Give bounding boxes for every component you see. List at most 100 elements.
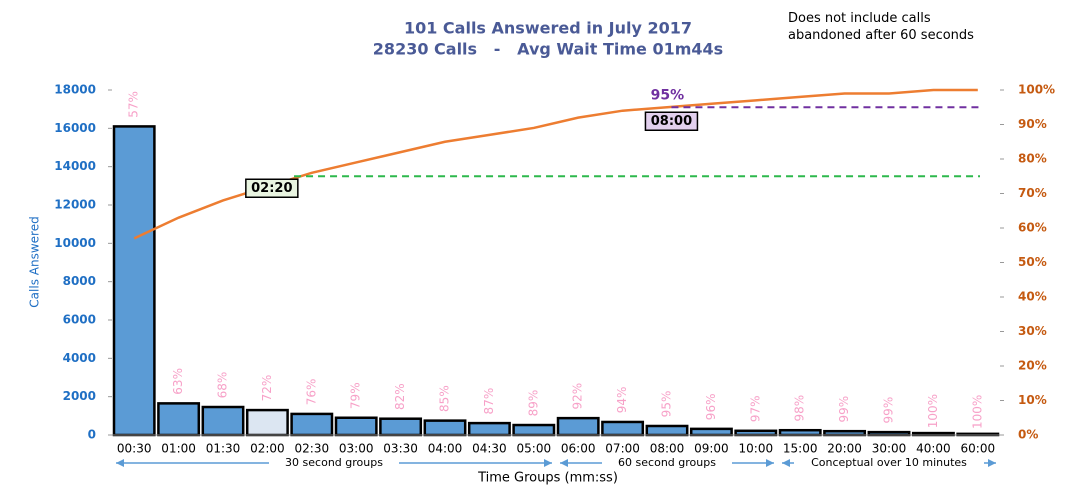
y-tick-label: 0 (88, 428, 96, 442)
bar (512, 423, 556, 437)
group-label-bg (602, 456, 732, 470)
y-tick-label: 6000 (63, 313, 96, 327)
bar (423, 419, 467, 437)
bar (201, 405, 245, 437)
arrow-head (116, 459, 124, 467)
y2-tick-label: 60% (1018, 221, 1047, 235)
value-label: 99% (882, 397, 896, 424)
cumulative-line (133, 88, 978, 240)
x-tick-label: 40:00 (916, 442, 951, 456)
x-tick-label: 03:00 (339, 442, 374, 456)
bar (379, 417, 423, 437)
bar (778, 428, 822, 437)
bar (734, 429, 778, 437)
x-axis-label: Time Groups (mm:ss) (477, 471, 618, 486)
x-tick-label: 20:00 (827, 442, 862, 456)
bar (467, 421, 511, 437)
y2-tick-label: 80% (1018, 152, 1047, 166)
x-tick-label: 15:00 (783, 442, 818, 456)
y-tick-label: 14000 (54, 159, 96, 173)
x-tick-label: 04:00 (428, 442, 463, 456)
value-label: 96% (704, 394, 718, 421)
group-label: 60 second groups (618, 456, 716, 469)
value-label: 89% (526, 390, 540, 417)
chart-title: 101 Calls Answered in July 2017 (404, 19, 692, 38)
x-tick-label: 01:30 (206, 442, 241, 456)
value-label: 79% (349, 382, 363, 409)
value-label: 98% (793, 395, 807, 422)
value-label: 100% (970, 395, 984, 429)
y2-tick-label: 70% (1018, 186, 1047, 200)
arrow-head (988, 459, 996, 467)
y2-tick-label: 100% (1018, 83, 1055, 97)
x-tick-label: 02:30 (295, 442, 330, 456)
value-label: 57% (127, 91, 141, 118)
y2-tick-label: 40% (1018, 290, 1047, 304)
value-label: 99% (837, 396, 851, 423)
y2-tick-label: 50% (1018, 255, 1047, 269)
bar (290, 412, 334, 437)
arrow-head (766, 459, 774, 467)
arrow-head (560, 459, 568, 467)
x-tick-label: 10:00 (739, 442, 774, 456)
x-tick-label: 06:00 (561, 442, 596, 456)
reference-value-label: 95% (651, 87, 685, 103)
y-tick-label: 8000 (63, 274, 96, 288)
x-tick-label: 60:00 (961, 442, 996, 456)
value-label: 76% (304, 379, 318, 406)
x-tick-label: 07:00 (605, 442, 640, 456)
x-tick-label: 03:30 (383, 442, 418, 456)
bar (112, 125, 156, 437)
arrow-head (782, 459, 790, 467)
note-box: Does not include calls abandoned after 6… (788, 11, 974, 43)
y-tick-label: 10000 (54, 236, 96, 250)
bar (601, 420, 645, 437)
bar (823, 429, 867, 437)
reference-label: 02:20 (251, 181, 292, 196)
bar (645, 424, 689, 437)
value-label: 94% (615, 387, 629, 414)
bar (157, 402, 201, 437)
bar (556, 416, 600, 437)
y2-tick-label: 90% (1018, 117, 1047, 131)
group-label: Conceptual over 10 minutes (811, 456, 967, 469)
x-tick-label: 30:00 (872, 442, 907, 456)
x-tick-label: 02:00 (250, 442, 285, 456)
note: Does not include calls abandoned after 6… (788, 11, 974, 43)
y-tick-label: 4000 (63, 351, 96, 365)
y-tick-label: 2000 (63, 389, 96, 403)
x-tick-label: 01:00 (161, 442, 196, 456)
reference-box (245, 178, 299, 198)
value-label: 92% (571, 383, 585, 410)
arrow-head (544, 459, 552, 467)
value-label: 82% (393, 383, 407, 410)
x-tick-label: 04:30 (472, 442, 507, 456)
reference-label: 08:00 (651, 114, 692, 129)
group-label-bg (794, 456, 984, 470)
value-label: 63% (171, 368, 185, 395)
y2-tick-label: 20% (1018, 359, 1047, 373)
chart-subtitle: 28230 Calls - Avg Wait Time 01m44s (373, 40, 723, 59)
bar (334, 416, 378, 437)
value-label: 95% (660, 391, 674, 418)
group-label-bg (269, 456, 399, 470)
x-tick-label: 09:00 (694, 442, 729, 456)
y-tick-label: 18000 (54, 83, 96, 97)
group-label: 30 second groups (285, 456, 383, 469)
bar (689, 427, 733, 437)
reference-box (644, 111, 699, 131)
y2-tick-label: 0% (1018, 428, 1038, 442)
x-tick-label: 08:00 (650, 442, 685, 456)
x-tick-label: 00:30 (117, 442, 152, 456)
value-label: 72% (260, 375, 274, 402)
value-label: 68% (216, 372, 230, 399)
y-tick-label: 16000 (54, 121, 96, 135)
bar (245, 408, 289, 437)
y-axis-label: Calls Answered (28, 216, 42, 307)
value-label: 100% (926, 394, 940, 428)
value-label: 87% (482, 388, 496, 415)
x-tick-label: 05:00 (517, 442, 552, 456)
value-label: 97% (748, 395, 762, 422)
y-tick-label: 12000 (54, 198, 96, 212)
